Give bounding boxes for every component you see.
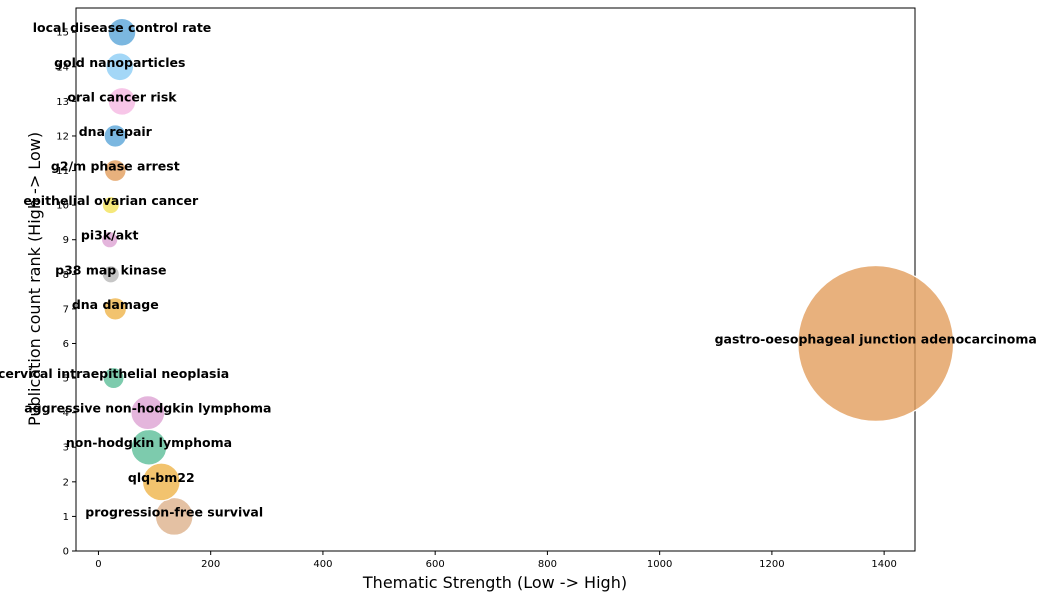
x-tick-label: 600 xyxy=(426,559,445,570)
y-tick-label: 4 xyxy=(63,408,69,419)
bubble-label: pi3k/akt xyxy=(81,228,139,243)
bubble-point xyxy=(103,124,128,148)
y-tick-label: 9 xyxy=(63,235,69,246)
y-axis-label: Publication count rank (High -> Low) xyxy=(25,132,44,426)
bubble-label: dna repair xyxy=(79,124,153,139)
y-tick-label: 11 xyxy=(56,166,69,177)
bubble-label: progression-free survival xyxy=(85,504,263,519)
y-tick-label: 8 xyxy=(63,270,69,281)
y-tick-label: 2 xyxy=(63,477,69,488)
bubble-label-layer: progression-free survival qlq-bm22 non-hod… xyxy=(0,20,1037,519)
bubble-label: cervical intraepithelial neoplasia xyxy=(0,366,229,381)
x-axis-label: Thematic Strength (Low -> High) xyxy=(362,573,627,592)
x-tick-label: 200 xyxy=(201,559,220,570)
x-tick-label: 1200 xyxy=(759,559,784,570)
bubble-point xyxy=(141,462,181,502)
y-tick-label: 10 xyxy=(56,201,69,212)
bubble-point xyxy=(107,86,137,116)
bubble-label: gastro-oesophageal junction adenocarcino… xyxy=(715,331,1037,346)
bubble-label: qlq-bm22 xyxy=(128,470,195,485)
bubble-label: oral cancer risk xyxy=(67,89,177,104)
bubble-label: non-hodgkin lymphoma xyxy=(66,435,232,450)
bubble-label: g2/m phase arrest xyxy=(51,159,180,174)
bubble-point xyxy=(101,265,120,284)
bubble-point xyxy=(103,159,127,183)
bubble-layer xyxy=(100,17,955,536)
bubble-point xyxy=(130,395,166,431)
y-tick-label: 7 xyxy=(63,304,69,315)
bubble-point xyxy=(101,195,120,215)
y-tick-label: 5 xyxy=(63,374,69,385)
bubble-point xyxy=(103,297,128,321)
bubble-label: dna damage xyxy=(72,297,159,312)
y-tick-label: 15 xyxy=(56,28,69,39)
y-tick-label: 3 xyxy=(63,443,69,454)
bubble-label: p38 map kinase xyxy=(55,262,166,277)
bubble-point xyxy=(154,496,194,536)
bubble-label: gold nanoparticles xyxy=(54,55,185,70)
y-tick-label: 12 xyxy=(56,131,69,142)
y-tick-label: 0 xyxy=(63,547,69,558)
y-tick-label: 6 xyxy=(63,339,69,350)
bubble-point xyxy=(100,230,119,249)
bubble-label: local disease control rate xyxy=(33,20,212,35)
x-axis-ticks: 0 200 400 600 800 1000 1200 1400 xyxy=(95,551,897,570)
bubble-point xyxy=(105,52,135,82)
x-tick-label: 0 xyxy=(95,559,101,570)
bubble-point xyxy=(107,17,137,47)
y-tick-label: 1 xyxy=(63,512,69,523)
x-tick-label: 1400 xyxy=(871,559,896,570)
x-tick-label: 400 xyxy=(313,559,332,570)
plot-frame xyxy=(75,7,916,552)
bubble-point xyxy=(102,366,125,390)
bubble-point xyxy=(797,264,955,422)
y-tick-label: 13 xyxy=(56,97,69,108)
x-tick-label: 800 xyxy=(538,559,557,570)
y-tick-label: 14 xyxy=(56,62,69,73)
bubble-label: aggressive non-hodgkin lymphoma xyxy=(24,401,271,416)
bubble-label: epithelial ovarian cancer xyxy=(23,193,199,208)
x-tick-label: 1000 xyxy=(647,559,672,570)
